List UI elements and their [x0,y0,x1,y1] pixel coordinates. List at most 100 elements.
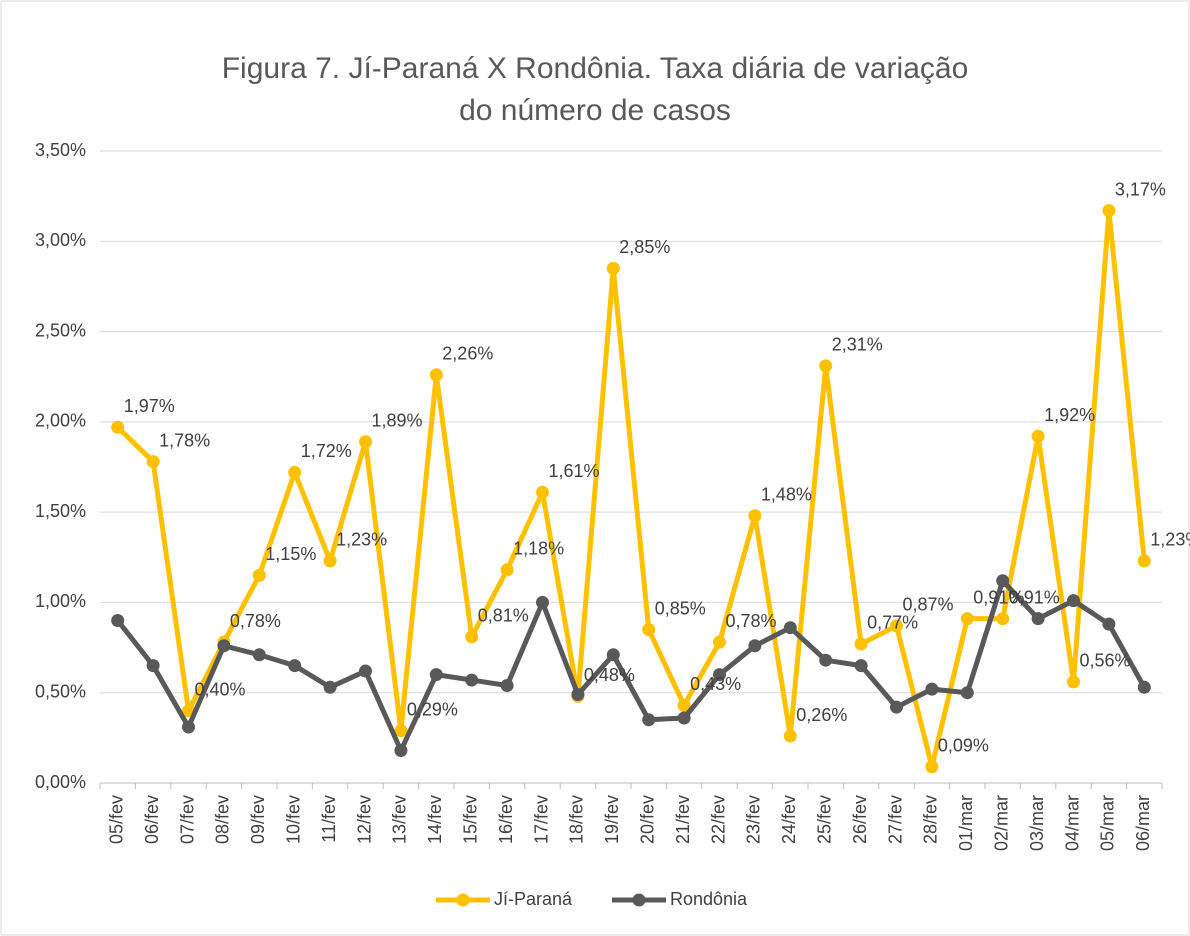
y-tick-label: 2,00% [35,411,86,431]
x-tick-label: 02/mar [991,795,1011,851]
x-tick-label: 23/fev [744,795,764,844]
data-label: 1,23% [336,530,387,550]
y-tick-label: 2,50% [35,320,86,340]
x-tick-label: 13/fev [390,795,410,844]
y-tick-label: 3,50% [35,140,86,160]
data-point [819,653,833,667]
legend-label: Rondônia [670,889,748,909]
data-label: 0,26% [796,705,847,725]
legend-label: Jí-Paraná [494,889,573,909]
data-point [642,623,656,637]
x-tick-label: 26/fev [850,795,870,844]
data-point [819,359,833,373]
data-point [536,485,549,499]
data-point [1067,594,1080,608]
data-label: 2,85% [619,237,670,257]
y-tick-label: 1,00% [35,591,86,611]
data-label: 0,78% [230,611,281,631]
data-point [536,595,549,609]
data-label: 0,48% [584,665,635,685]
data-label: 1,61% [549,461,600,481]
y-tick-label: 3,00% [35,230,86,250]
data-label: 0,29% [407,699,458,719]
data-point [783,729,797,743]
data-point [359,664,372,678]
data-point [500,678,514,692]
y-tick-label: 1,50% [35,501,86,521]
data-point [1102,617,1116,631]
data-label: 0,43% [690,674,741,694]
legend-marker [632,893,646,907]
data-label: 1,18% [513,539,564,559]
data-point [182,720,195,734]
x-tick-label: 21/fev [673,795,693,844]
x-tick-label: 19/fev [602,795,622,844]
data-point [925,760,939,774]
data-point [394,743,408,757]
data-point [288,465,302,479]
data-point [713,635,726,649]
data-point [713,668,726,682]
data-point [288,659,302,673]
data-label: 0,40% [195,680,246,700]
x-tick-label: 15/fev [460,795,480,844]
x-tick-label: 06/fev [142,795,162,844]
data-point [111,420,125,434]
y-tick-label: 0,50% [35,681,86,701]
data-point [252,648,266,662]
data-point [606,261,620,275]
data-point [960,612,974,626]
data-label: 1,89% [372,410,423,430]
data-label: 1,48% [761,485,812,505]
data-point [1067,675,1080,689]
chart-title: Figura 7. Jí-Paraná X Rondônia. Taxa diá… [221,52,969,127]
data-point [1031,612,1045,626]
data-point [323,554,337,568]
x-tick-label: 05/mar [1098,795,1118,851]
x-tick-label: 03/mar [1027,795,1047,851]
data-point [394,724,408,738]
data-point [960,686,974,700]
data-label: 1,97% [124,396,175,416]
data-point [890,619,903,633]
data-label: 2,31% [832,335,883,355]
x-tick-label: 17/fev [531,795,551,844]
data-point [996,574,1010,588]
data-label: 1,72% [301,441,352,461]
data-point [642,713,656,727]
data-point [429,668,443,682]
data-point [677,698,691,712]
data-point [606,648,620,662]
x-tick-label: 07/fev [177,795,197,844]
data-point [359,435,372,449]
x-tick-label: 06/mar [1133,795,1153,851]
data-point [429,368,443,382]
data-point [996,612,1010,626]
data-point [748,639,762,653]
data-label: 0,77% [867,613,918,633]
x-tick-label: 20/fev [637,795,657,844]
y-tick-label: 0,00% [35,772,86,792]
data-label: 1,15% [265,544,316,564]
data-point [1031,429,1045,443]
data-label: 0,56% [1080,651,1131,671]
data-point [252,568,266,582]
data-point [323,680,337,694]
data-label: 1,78% [159,430,210,450]
x-tick-label: 22/fev [708,795,728,844]
x-tick-label: 28/fev [921,795,941,844]
x-tick-label: 24/fev [779,795,799,844]
data-label: 2,26% [442,344,493,364]
x-tick-label: 11/fev [319,795,339,843]
legend-marker [456,893,470,907]
data-label: 1,92% [1044,405,1095,425]
x-tick-label: 27/fev [885,795,905,844]
data-point [783,621,797,635]
data-point [1137,554,1151,568]
data-label: 0,78% [726,611,777,631]
data-point [217,639,231,653]
data-label: 3,17% [1115,179,1166,199]
data-point [146,659,160,673]
data-point [925,682,939,696]
